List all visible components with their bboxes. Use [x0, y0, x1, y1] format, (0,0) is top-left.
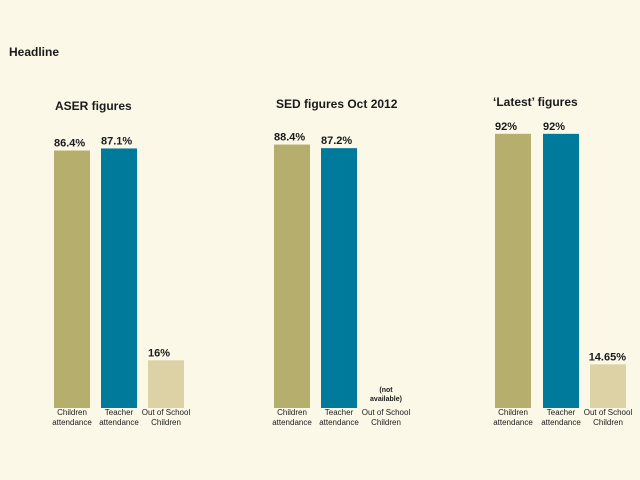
category-label-1-2-line-2: attendance: [99, 418, 139, 427]
data-label-2-1: 88.4%: [274, 132, 305, 144]
bar-1-2: [101, 148, 137, 408]
category-label-2-2-line-2: attendance: [319, 418, 359, 427]
category-label-1-3-line-2: Children: [151, 418, 181, 427]
bar-1-1: [54, 150, 90, 408]
bar-2-1: [274, 144, 310, 408]
bar-1-3: [148, 360, 184, 408]
category-label-1-3-line-1: Out of School: [142, 408, 191, 417]
chart-title-1: ASER figures: [55, 99, 132, 113]
data-label-1-3: 16%: [148, 347, 170, 359]
category-label-1-1-line-1: Children: [57, 408, 87, 417]
data-label-2-2: 87.2%: [321, 135, 352, 147]
headline: Headline: [9, 45, 60, 59]
category-label-2-2-line-1: Teacher: [325, 408, 354, 417]
data-label-3-3: 14.65%: [589, 351, 627, 363]
category-label-3-1-line-2: attendance: [493, 418, 533, 427]
bar-2-2: [321, 148, 357, 409]
category-label-3-3-line-2: Children: [593, 418, 623, 427]
category-label-2-3-line-1: Out of School: [362, 408, 411, 417]
category-label-2-3-line-2: Children: [371, 418, 401, 427]
category-label-3-2-line-1: Teacher: [547, 408, 576, 417]
data-label-3-1: 92%: [495, 121, 517, 133]
bar-3-3: [590, 364, 626, 408]
category-label-1-2-line-1: Teacher: [105, 408, 134, 417]
category-label-2-1-line-2: attendance: [272, 418, 312, 427]
chart-title-3: ‘Latest’ figures: [493, 95, 578, 109]
category-label-3-2-line-2: attendance: [541, 418, 581, 427]
not-available-label-line-2: available): [370, 396, 402, 403]
category-label-1-1-line-2: attendance: [52, 418, 92, 427]
chart-title-2: SED figures Oct 2012: [276, 97, 398, 111]
bar-3-1: [495, 133, 531, 408]
data-label-1-2: 87.1%: [101, 135, 132, 147]
category-label-3-1-line-1: Children: [498, 408, 528, 417]
bar-3-2: [543, 133, 579, 408]
not-available-label-line-1: (not: [379, 387, 393, 394]
category-label-2-1-line-1: Children: [277, 408, 307, 417]
data-label-1-1: 86.4%: [54, 138, 85, 150]
data-label-3-2: 92%: [543, 121, 565, 133]
category-label-3-3-line-1: Out of School: [584, 408, 633, 417]
